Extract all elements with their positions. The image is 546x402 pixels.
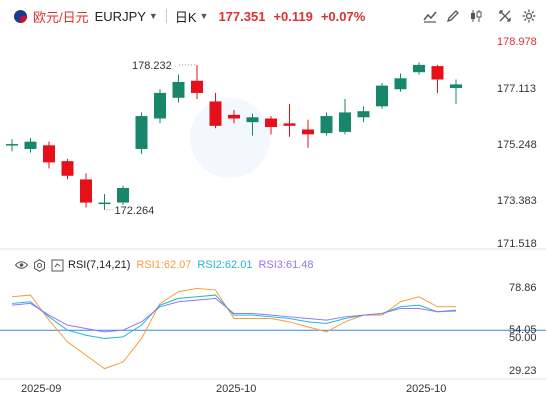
candle-down[interactable]: [80, 179, 92, 203]
candle-up[interactable]: [376, 85, 388, 107]
draw-pencil-icon[interactable]: [444, 7, 462, 25]
candle-up[interactable]: [394, 78, 407, 90]
rsi-pane: [0, 287, 546, 370]
candle-down[interactable]: [43, 145, 55, 163]
price-axis: 178.978 177.113 175.248 173.383 171.518: [497, 36, 537, 250]
candle-down[interactable]: [209, 101, 222, 126]
candle-up[interactable]: [320, 116, 333, 134]
indicator-expand-icon[interactable]: [50, 258, 64, 272]
candle-down[interactable]: [228, 114, 240, 119]
rsi-tick: 50.00: [509, 332, 537, 344]
candle-down[interactable]: [431, 66, 444, 80]
price-change: +0.119: [273, 8, 313, 24]
rsi1-line: [11, 287, 456, 370]
candle-up[interactable]: [357, 111, 370, 118]
price-tick: 177.113: [497, 83, 536, 95]
candle-up[interactable]: [413, 64, 425, 73]
visibility-eye-icon[interactable]: [14, 258, 28, 272]
price-change-pct: +0.07%: [320, 8, 366, 24]
rsi-tick: 29.23: [509, 365, 537, 377]
candle-up[interactable]: [339, 112, 351, 132]
price-tick: 178.978: [497, 36, 537, 48]
candle-down[interactable]: [191, 80, 203, 93]
candle-down[interactable]: [265, 118, 277, 128]
fullscreen-icon[interactable]: [496, 7, 514, 25]
candle-up[interactable]: [98, 202, 111, 205]
rsi-tick: 78.86: [509, 282, 537, 294]
rsi2-value: RSI2:62.01: [197, 259, 253, 271]
last-price: 177.351: [218, 8, 266, 24]
price-tick: 173.383: [497, 195, 537, 207]
price-chart[interactable]: 178.232 172.264 178.978 177.113 175.248 …: [0, 32, 546, 402]
period-dropdown-icon[interactable]: ▼: [199, 11, 209, 21]
candle-up[interactable]: [154, 92, 166, 119]
pair-code[interactable]: EURJPY: [94, 8, 146, 24]
annotation-layer: 178.232 172.264: [106, 60, 195, 217]
candle-down[interactable]: [283, 123, 296, 126]
pair-dropdown-icon[interactable]: ▼: [148, 11, 158, 21]
rsi-tick: 54.05: [509, 324, 537, 336]
candle-up[interactable]: [135, 116, 148, 149]
candle-up[interactable]: [6, 144, 18, 146]
date-tick: 2025-09: [21, 383, 61, 395]
low-annotation: 172.264: [115, 205, 155, 217]
period-selector[interactable]: 日K: [174, 9, 197, 25]
candle-down[interactable]: [61, 161, 74, 176]
rsi-axis: 78.86 54.05 50.00 29.23: [509, 282, 537, 377]
time-axis: 2025-09 2025-10 2025-10: [21, 383, 446, 395]
chart-toolbar: 欧元/日元 EURJPY ▼ 日K ▼ 177.351 +0.119 +0.07…: [0, 0, 546, 32]
indicator-settings-icon[interactable]: [32, 258, 46, 272]
toolbar-divider: [165, 9, 167, 23]
date-tick: 2025-10: [216, 383, 256, 395]
rsi-legend: RSI(7,14,21) RSI1:62.07 RSI2:62.01 RSI3:…: [0, 257, 314, 273]
rsi3-value: RSI3:61.48: [258, 259, 314, 271]
candle-down[interactable]: [302, 129, 314, 135]
rsi-indicator-name[interactable]: RSI(7,14,21): [68, 259, 131, 271]
settings-icon[interactable]: [520, 7, 538, 25]
watermark-logo: [190, 98, 270, 178]
pair-chinese-name[interactable]: 欧元/日元: [33, 9, 89, 25]
candle-up[interactable]: [246, 117, 259, 123]
rsi3-line: [11, 297, 457, 333]
candle-style-icon[interactable]: [467, 7, 485, 25]
candle-up[interactable]: [450, 84, 462, 89]
candlestick-layer: [6, 62, 462, 210]
rsi2-line: [11, 294, 457, 340]
price-tick: 175.248: [497, 139, 537, 151]
high-annotation: 178.232: [132, 60, 172, 72]
rsi1-value: RSI1:62.07: [136, 259, 192, 271]
price-tick: 171.518: [497, 238, 537, 250]
indicator-icon[interactable]: [421, 7, 439, 25]
date-tick: 2025-10: [406, 383, 446, 395]
candle-up[interactable]: [24, 141, 37, 149]
candle-up[interactable]: [172, 81, 185, 98]
candle-up[interactable]: [117, 187, 129, 203]
currency-flag-icon: [14, 9, 27, 23]
